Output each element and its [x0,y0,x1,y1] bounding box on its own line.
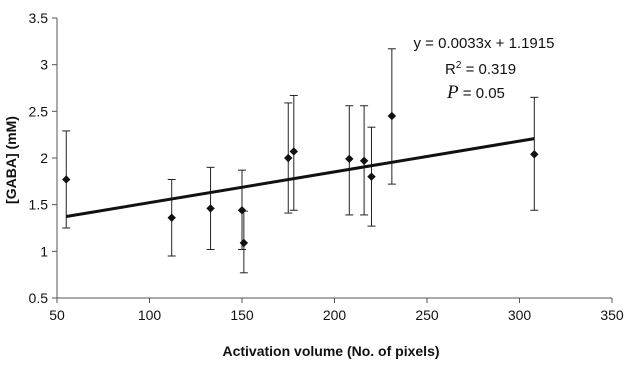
x-axis-title: Activation volume (No. of pixels) [222,343,439,359]
trendline [66,137,535,218]
x-tick-label: 150 [230,307,254,323]
data-point [239,238,249,248]
axes [56,18,612,299]
x-tick-label: 50 [49,307,65,323]
p-value-label: P = 0.05 [446,82,505,103]
error-bars [62,48,539,274]
data-point [359,156,369,165]
p-symbol: P [446,82,459,103]
data-point [237,206,247,215]
y-axis-title: [GABA] (mM) [3,116,19,204]
data-point [289,147,298,156]
data-point [284,153,293,163]
regression-equation: y = 0.0033x + 1.1915 [414,35,555,52]
y-tick-label: 0.5 [29,290,49,306]
regression-annotation: y = 0.0033x + 1.1915 R2 = 0.319 P = 0.05 [414,35,555,103]
data-point [206,204,215,213]
y-axis-ticks: 0.5 1 1.5 2 2.5 3 3.5 [29,10,57,306]
x-tick-label: 300 [508,307,532,323]
p-value: = 0.05 [459,85,505,102]
r-squared-value: = 0.319 [461,61,516,78]
y-tick-label: 1.5 [29,197,49,213]
data-point [530,150,539,159]
y-tick-label: 2 [40,150,48,166]
x-tick-label: 100 [138,307,162,323]
r-squared-prefix: R [445,61,456,78]
y-tick-label: 1 [40,243,48,259]
data-point [62,175,71,184]
x-tick-label: 200 [323,307,347,323]
r-squared-label: R2 = 0.319 [445,60,516,78]
y-tick-label: 3.5 [29,10,49,26]
r-squared-superscript: 2 [456,60,462,71]
x-tick-label: 250 [415,307,439,323]
trendline-group [66,137,535,218]
data-point [167,213,176,222]
data-points [62,111,539,248]
x-tick-label: 350 [600,307,624,323]
data-point [387,111,397,121]
y-tick-label: 3 [40,57,48,73]
x-axis-ticks: 50 100 150 200 250 300 350 [49,298,624,323]
data-point [345,154,354,164]
y-tick-label: 2.5 [29,103,49,119]
data-point [367,172,376,181]
